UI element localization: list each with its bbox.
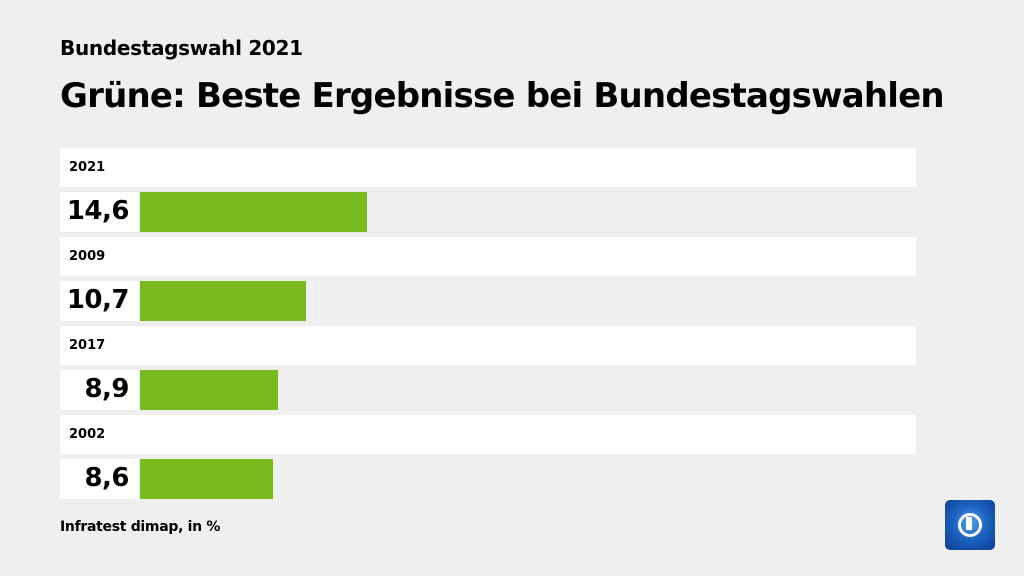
value-label: 8,9: [84, 374, 129, 404]
value-label-box: 8,9: [60, 370, 139, 410]
bar: [140, 459, 274, 499]
category-label-box: 2009: [60, 237, 916, 276]
value-label: 14,6: [66, 196, 130, 226]
chart-title: Grüne: Beste Ergebnisse bei Bundestagswa…: [60, 76, 945, 116]
source-note: Infratest dimap, in %: [60, 519, 221, 535]
chart-subtitle: Bundestagswahl 2021: [60, 36, 303, 60]
value-label-box: 10,7: [60, 281, 139, 321]
category-label-box: 2017: [60, 326, 916, 365]
bar: [140, 192, 367, 232]
value-label-box: 14,6: [60, 192, 139, 232]
category-label-box: 2021: [60, 148, 916, 187]
value-label-box: 8,6: [60, 459, 139, 499]
category-label: 2002: [69, 427, 106, 442]
category-label-box: 2002: [60, 415, 916, 454]
bar: [140, 370, 279, 410]
category-label: 2009: [69, 249, 106, 264]
bar: [140, 281, 307, 321]
tagesschau-logo-icon: [945, 500, 995, 550]
category-label: 2021: [69, 160, 106, 175]
value-label: 8,6: [84, 463, 129, 493]
category-label: 2017: [69, 338, 106, 353]
value-label: 10,7: [66, 285, 130, 315]
